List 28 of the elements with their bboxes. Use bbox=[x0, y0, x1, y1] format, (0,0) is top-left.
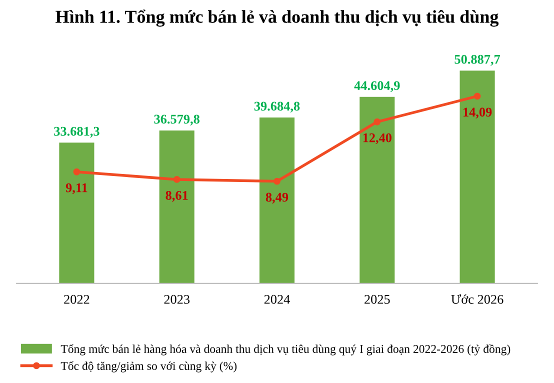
data-label: 14,09 bbox=[464, 108, 492, 118]
legend-label: Tốc độ tăng/giảm so với cùng kỳ (%) bbox=[60, 361, 237, 372]
x-tick-label: 2025 bbox=[364, 294, 390, 304]
x-tick-label: 2024 bbox=[264, 294, 290, 304]
x-tick-label: Ước 2026 bbox=[451, 294, 504, 304]
bar bbox=[360, 96, 395, 284]
bar bbox=[460, 70, 495, 284]
data-label: 39.684,8 bbox=[254, 102, 300, 113]
legend-label: Tổng mức bán lẻ hàng hóa và doanh thu dịch vụ tiêu dùng quý I giai đoạn 2022-2026 (tỷ đồng) bbox=[60, 344, 510, 356]
x-tick-label: 2023 bbox=[164, 294, 190, 304]
point bbox=[374, 118, 381, 126]
point bbox=[73, 168, 80, 176]
bar bbox=[259, 117, 295, 284]
bar bbox=[159, 130, 194, 284]
point bbox=[173, 176, 180, 183]
point bbox=[274, 178, 280, 185]
data-label: 8,61 bbox=[166, 190, 188, 202]
x-tick-label: 2022 bbox=[64, 294, 90, 304]
data-label: 12,40 bbox=[363, 133, 392, 144]
data-label: 44.604,9 bbox=[354, 81, 400, 92]
chart-title: Hình 11. Tổng mức bán lẻ và doanh thu dịch vụ tiêu dùng bbox=[56, 10, 499, 27]
data-label: 9,11 bbox=[66, 183, 88, 194]
data-label: 8,49 bbox=[266, 192, 288, 204]
data-label: 33.681,3 bbox=[54, 126, 100, 138]
bar bbox=[59, 142, 94, 284]
data-label: 50.887,7 bbox=[454, 54, 500, 66]
point bbox=[474, 92, 481, 100]
data-label: 36.579,8 bbox=[154, 114, 200, 126]
